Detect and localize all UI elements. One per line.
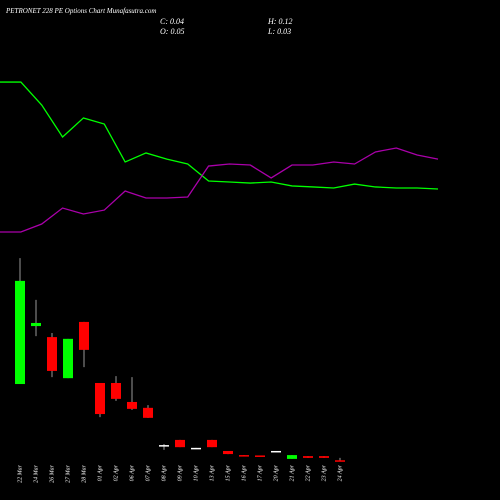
candle-body (207, 439, 217, 448)
candle-body (47, 337, 57, 371)
x-tick-label: 13 Apr (209, 464, 215, 481)
x-tick-label: 22 Apr (305, 464, 311, 481)
x-tick-label: 26 Mar (49, 464, 55, 482)
candle-body (271, 450, 281, 453)
x-tick-label: 06 Apr (129, 464, 135, 481)
candle-body (15, 280, 25, 385)
ohlc-label: C: 0.04 (160, 17, 184, 26)
ohlc-label: O: 0.05 (160, 27, 184, 36)
candle-body (223, 450, 233, 455)
candle-body (287, 455, 297, 459)
x-tick-label: 07 Apr (145, 464, 151, 481)
candle-body (239, 455, 249, 457)
x-tick-label: 15 Apr (225, 464, 231, 481)
candle-body (319, 456, 329, 458)
candle-body (63, 338, 73, 379)
candle-body (31, 322, 41, 327)
candle-body (79, 321, 89, 350)
x-tick-label: 27 Mar (65, 464, 71, 482)
candle-body (111, 382, 121, 399)
candle-body (159, 445, 169, 447)
x-tick-label: 08 Apr (161, 464, 167, 481)
candle-body (255, 455, 265, 457)
candle-body (175, 439, 185, 448)
chart-title: PETRONET 228 PE Options Chart Munafasutr… (5, 7, 156, 15)
x-tick-label: 23 Apr (321, 464, 327, 481)
ohlc-label: H: 0.12 (267, 17, 292, 26)
x-tick-label: 09 Apr (177, 464, 183, 481)
x-tick-label: 24 Apr (336, 464, 343, 481)
x-tick-label: 22 Mar (17, 464, 23, 482)
candle-body (335, 460, 345, 462)
line-series (0, 147, 439, 233)
line-series (0, 81, 439, 190)
x-tick-label: 10 Apr (193, 464, 199, 481)
x-tick-label: 21 Apr (289, 464, 295, 481)
x-tick-label: 28 Mar (81, 464, 87, 482)
x-tick-label: 24 Mar (32, 464, 39, 482)
candle-body (95, 382, 105, 415)
x-tick-label: 16 Apr (241, 464, 247, 481)
ohlc-label: L: 0.03 (267, 27, 291, 36)
candle-body (143, 407, 153, 418)
candle-body (303, 456, 313, 458)
x-tick-label: 17 Apr (257, 464, 263, 481)
x-tick-label: 01 Apr (97, 464, 103, 481)
x-tick-label: 20 Apr (273, 464, 279, 481)
candle-body (191, 447, 201, 450)
candle-body (127, 401, 137, 409)
x-tick-label: 02 Apr (113, 464, 119, 481)
